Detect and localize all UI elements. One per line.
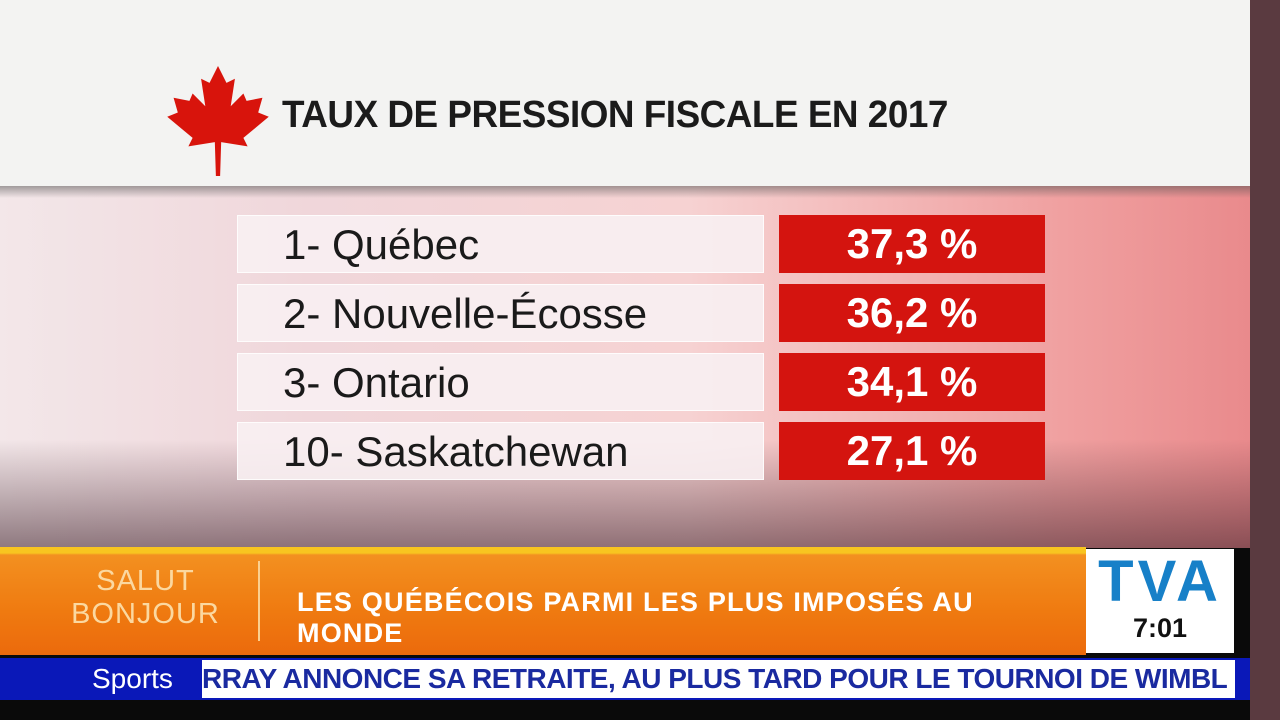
tax-rate-value: 37,3 % xyxy=(779,215,1045,273)
ticker-text: RRAY ANNONCE SA RETRAITE, AU PLUS TARD P… xyxy=(202,660,1235,698)
lower-third-banner: SALUT BONJOUR LES QUÉBÉCOIS PARMI LES PL… xyxy=(0,547,1086,655)
tax-rate-value: 36,2 % xyxy=(779,284,1045,342)
shadow xyxy=(0,186,1250,198)
tax-rate-value: 34,1 % xyxy=(779,353,1045,411)
province-label: 3- Ontario xyxy=(237,353,764,411)
province-label: 10- Saskatchewan xyxy=(237,422,764,480)
province-label: 1- Québec xyxy=(237,215,764,273)
tax-rate-value: 27,1 % xyxy=(779,422,1045,480)
divider xyxy=(258,561,260,641)
ranking-row: 10- Saskatchewan 27,1 % xyxy=(237,422,1045,480)
maple-leaf-icon xyxy=(167,66,269,176)
ranking-row: 3- Ontario 34,1 % xyxy=(237,353,1045,411)
show-name-line2: BONJOUR xyxy=(71,598,220,630)
channel-logo: TVA 7:01 xyxy=(1086,549,1234,653)
clock: 7:01 xyxy=(1132,613,1188,643)
news-ticker: Sports RRAY ANNONCE SA RETRAITE, AU PLUS… xyxy=(0,658,1250,700)
province-label: 2- Nouvelle-Écosse xyxy=(237,284,764,342)
graphic-title: TAUX DE PRESSION FISCALE EN 2017 xyxy=(282,94,948,136)
frame-edge xyxy=(1250,0,1280,720)
ticker-category: Sports xyxy=(92,663,173,694)
show-name-line1: SALUT xyxy=(96,565,195,597)
ranking-row: 1- Québec 37,3 % xyxy=(237,215,1045,273)
ranking-row: 2- Nouvelle-Écosse 36,2 % xyxy=(237,284,1045,342)
tva-logo: TVA xyxy=(1098,549,1222,614)
headline: LES QUÉBÉCOIS PARMI LES PLUS IMPOSÉS AU … xyxy=(297,587,974,648)
show-name: SALUT BONJOUR xyxy=(58,565,233,631)
